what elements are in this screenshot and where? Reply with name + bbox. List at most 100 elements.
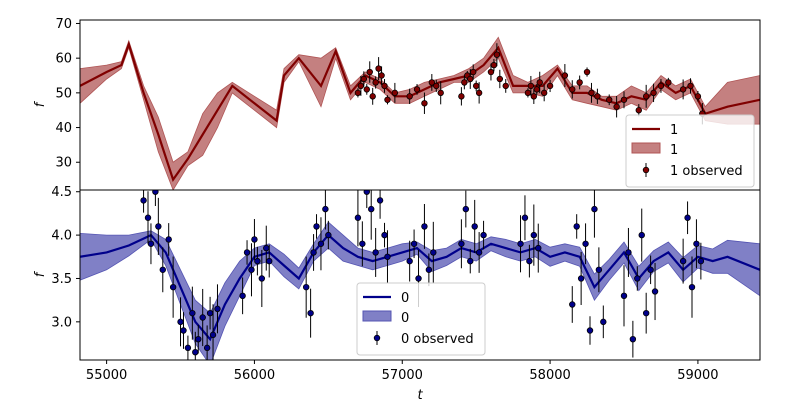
- observed-point: [381, 82, 388, 90]
- observed-point: [421, 223, 428, 230]
- observed-point: [487, 68, 495, 76]
- observed-point: [620, 292, 628, 300]
- observed-point: [214, 305, 221, 313]
- observed-point: [378, 72, 385, 79]
- observed-point: [368, 205, 375, 213]
- x-tick-label: 55000: [86, 368, 127, 383]
- observed-point: [325, 231, 332, 239]
- observed-point: [381, 231, 388, 239]
- observed-point: [375, 65, 382, 72]
- observed-point: [467, 257, 474, 265]
- observed-point: [530, 93, 538, 100]
- legend-point-swatch: [642, 166, 650, 174]
- observed-point: [372, 249, 379, 256]
- observed-point: [251, 236, 258, 243]
- observed-point: [591, 205, 598, 213]
- observed-point: [535, 244, 542, 252]
- observed-point: [461, 79, 468, 86]
- observed-point: [620, 96, 628, 103]
- y-axis-label: f: [33, 270, 48, 277]
- observed-point: [502, 82, 509, 90]
- observed-point: [688, 283, 696, 291]
- observed-point: [406, 93, 413, 100]
- observed-point: [413, 86, 421, 93]
- legend-box: [356, 282, 486, 356]
- observed-point: [651, 288, 659, 295]
- observed-point: [165, 236, 172, 243]
- observed-point: [467, 75, 474, 83]
- y-tick-label: 3.0: [51, 315, 72, 330]
- observed-point: [595, 266, 603, 273]
- y-tick-label: 60: [55, 52, 72, 67]
- observed-point: [322, 205, 329, 213]
- observed-point: [248, 266, 255, 273]
- observed-point: [650, 89, 657, 97]
- plot-area: [80, 190, 760, 360]
- observed-point: [472, 82, 480, 90]
- observed-point: [642, 309, 650, 317]
- observed-point: [684, 214, 691, 221]
- observed-point: [384, 96, 391, 103]
- legend-box: [625, 114, 755, 188]
- observed-point: [470, 68, 477, 76]
- plot-area: [80, 36, 760, 190]
- observed-point: [307, 309, 314, 317]
- observed-point: [410, 240, 418, 247]
- observed-point: [239, 292, 246, 300]
- observed-point: [600, 318, 607, 326]
- observed-point: [625, 249, 632, 256]
- observed-point: [209, 331, 217, 339]
- observed-point: [586, 327, 594, 334]
- observed-point: [302, 283, 310, 291]
- observed-point: [521, 214, 529, 221]
- observed-point: [490, 61, 498, 69]
- observed-point: [475, 249, 483, 256]
- y-tick-label: 40: [55, 121, 72, 136]
- observed-point: [524, 89, 532, 97]
- y-tick-label: 4.0: [51, 229, 72, 244]
- legend-label-band: 0: [401, 311, 409, 326]
- legend: 1 1 1 observed: [625, 114, 755, 188]
- observed-point: [425, 266, 433, 273]
- observed-point: [561, 72, 569, 79]
- observed-point: [144, 214, 152, 221]
- observed-point: [480, 231, 487, 239]
- axes-frame: [79, 189, 761, 361]
- x-tick-label: 59000: [677, 368, 718, 383]
- observed-point: [363, 190, 370, 195]
- observed-point: [462, 205, 470, 213]
- observed-point: [159, 266, 166, 273]
- observed-point: [421, 100, 428, 107]
- legend-band-swatch: [362, 310, 392, 322]
- observed-point: [546, 82, 554, 90]
- observed-point: [189, 309, 196, 317]
- observed-point: [638, 231, 645, 239]
- observed-point: [359, 240, 366, 247]
- observed-point: [533, 86, 540, 93]
- y-tick-label: 4.5: [51, 185, 72, 200]
- observed-point: [693, 240, 700, 247]
- observed-point: [576, 79, 583, 86]
- observed-point: [665, 79, 672, 86]
- observed-point: [687, 82, 694, 90]
- observed-point: [588, 89, 595, 97]
- observed-point: [192, 348, 199, 356]
- observed-point: [694, 93, 702, 100]
- observed-point: [406, 257, 413, 265]
- observed-point: [540, 89, 548, 97]
- observed-point: [195, 335, 202, 343]
- observed-point: [526, 257, 533, 265]
- observed-point: [536, 79, 543, 86]
- observed-point: [433, 82, 440, 90]
- observed-point: [363, 86, 370, 93]
- observed-point: [642, 93, 650, 100]
- observed-point: [583, 68, 591, 76]
- observed-point: [493, 51, 501, 58]
- observed-point: [458, 240, 465, 247]
- observed-point: [180, 327, 187, 334]
- observed-point: [430, 249, 437, 256]
- legend-label-mean: 0: [401, 291, 409, 306]
- observed-point: [629, 335, 637, 343]
- observed-point: [169, 283, 177, 291]
- observed-point: [372, 79, 379, 86]
